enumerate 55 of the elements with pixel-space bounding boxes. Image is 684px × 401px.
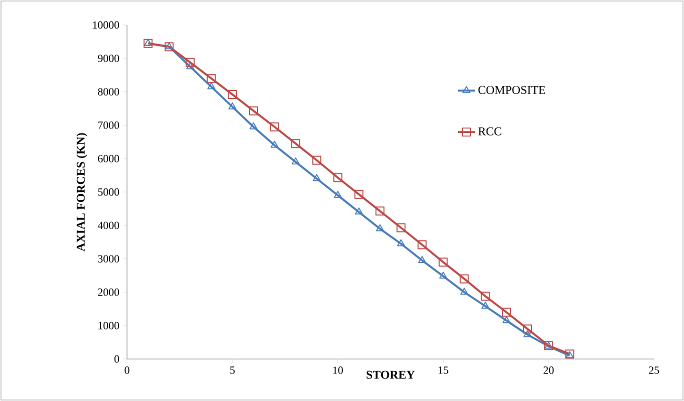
point (481, 302, 490, 309)
point (228, 90, 237, 99)
x-axis-title: STOREY (366, 370, 415, 379)
y-tick-label: 8000 (98, 88, 120, 96)
y-tick-label: 5000 (98, 188, 120, 196)
point (334, 190, 342, 198)
point (396, 223, 406, 232)
point (460, 288, 468, 295)
point (480, 292, 490, 301)
point (270, 122, 280, 132)
point (312, 174, 321, 182)
point (397, 239, 406, 246)
y-tick-label: 3000 (98, 255, 120, 262)
y-tick-label: 9000 (98, 54, 120, 62)
y-tick-label: 4000 (98, 222, 120, 230)
y-tick-label: 6000 (98, 154, 120, 162)
x-tick-label: 10 (333, 366, 343, 374)
point (291, 139, 300, 148)
point (439, 272, 448, 279)
x-tick-label: 25 (649, 366, 660, 374)
point (354, 208, 363, 215)
point (333, 173, 342, 182)
point (270, 140, 279, 148)
y-tick-label: 7000 (98, 122, 120, 129)
point (186, 62, 194, 70)
legend-label: COMPOSITE (478, 86, 546, 94)
y-axis-title: AXIAL FORCES (KN) (76, 133, 88, 252)
point (354, 190, 364, 199)
point (250, 122, 258, 130)
point (502, 316, 510, 324)
y-tick-label: 10000 (93, 21, 120, 29)
point (523, 324, 532, 334)
y-tick-label: 1000 (98, 322, 120, 330)
point (460, 274, 469, 284)
point (207, 82, 216, 90)
legend-label: RCC (478, 127, 502, 136)
y-tick-label: 0 (114, 355, 120, 363)
point (248, 106, 258, 116)
point (228, 102, 236, 110)
point (524, 330, 532, 338)
point (292, 157, 300, 164)
point (375, 206, 384, 216)
x-tick-label: 5 (230, 366, 235, 374)
x-tick-label: 20 (544, 366, 554, 374)
x-tick-label: 15 (438, 366, 448, 374)
point (206, 74, 216, 83)
point (418, 256, 426, 263)
point (376, 224, 384, 232)
x-tick-label: 0 (124, 366, 130, 374)
point (186, 58, 195, 67)
point (438, 258, 448, 267)
point (418, 240, 427, 250)
point (502, 308, 511, 317)
point (312, 156, 322, 165)
y-tick-label: 2000 (98, 288, 120, 296)
